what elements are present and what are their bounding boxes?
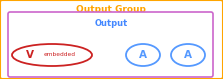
Text: embedded: embedded bbox=[44, 53, 76, 58]
Text: Output Group: Output Group bbox=[76, 5, 146, 14]
Text: Output: Output bbox=[94, 18, 128, 27]
Ellipse shape bbox=[171, 44, 205, 66]
Ellipse shape bbox=[126, 44, 160, 66]
Text: A: A bbox=[139, 50, 147, 60]
Text: V: V bbox=[26, 50, 34, 60]
Text: A: A bbox=[184, 50, 192, 60]
Ellipse shape bbox=[12, 44, 92, 66]
FancyBboxPatch shape bbox=[8, 12, 213, 77]
